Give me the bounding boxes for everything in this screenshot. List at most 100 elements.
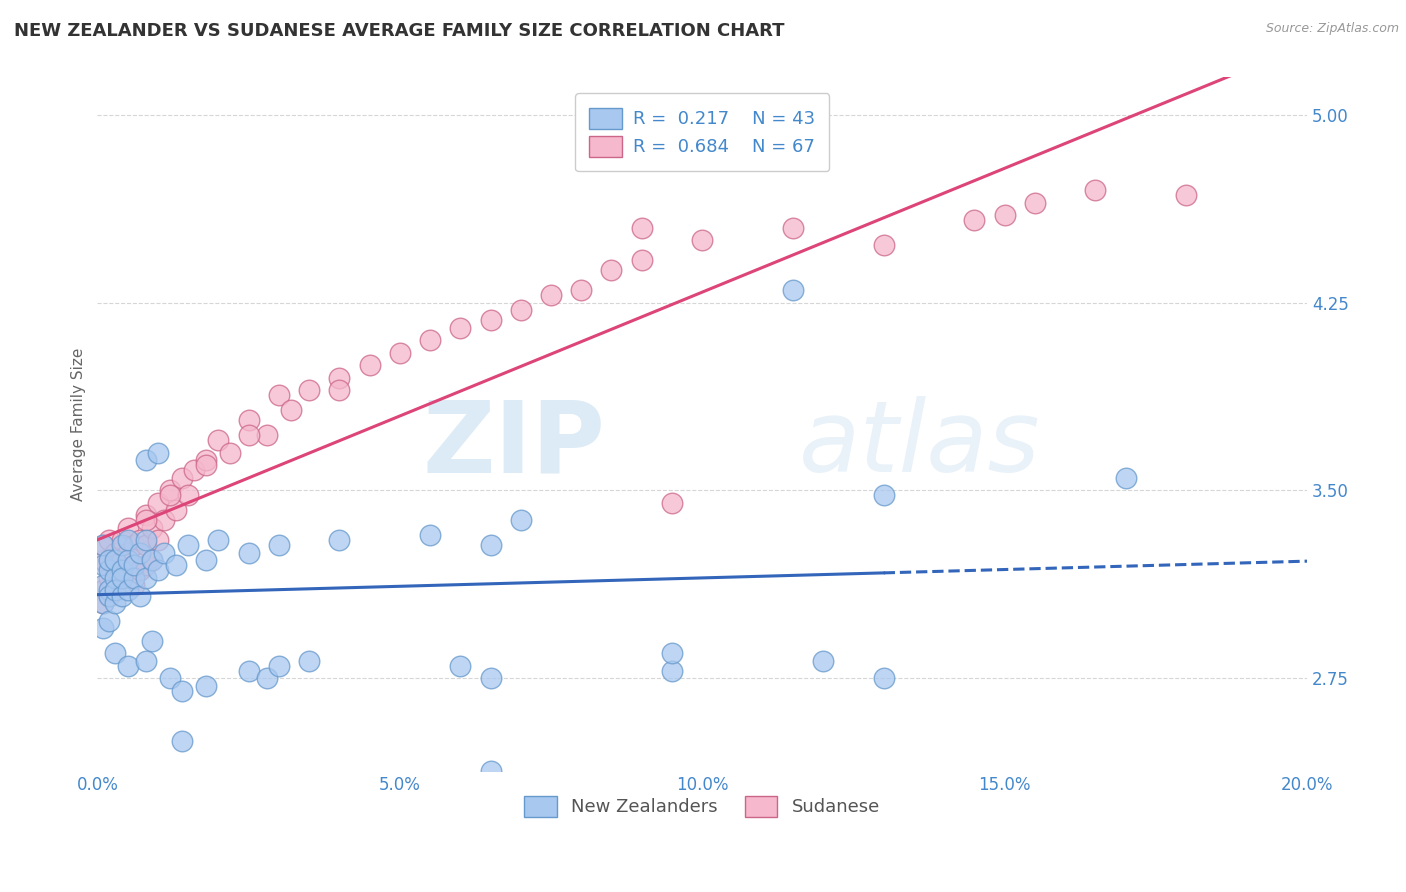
Point — [207, 533, 229, 548]
Point — [93, 621, 115, 635]
Point — [117, 658, 139, 673]
Point — [690, 233, 713, 247]
Point — [98, 553, 121, 567]
Point — [98, 564, 121, 578]
Point — [782, 283, 804, 297]
Point — [170, 733, 193, 747]
Point — [135, 571, 157, 585]
Point — [238, 413, 260, 427]
Point — [661, 496, 683, 510]
Text: Source: ZipAtlas.com: Source: ZipAtlas.com — [1265, 22, 1399, 36]
Point — [146, 446, 169, 460]
Point — [104, 583, 127, 598]
Text: NEW ZEALANDER VS SUDANESE AVERAGE FAMILY SIZE CORRELATION CHART: NEW ZEALANDER VS SUDANESE AVERAGE FAMILY… — [14, 22, 785, 40]
Point — [122, 558, 145, 573]
Point — [479, 671, 502, 685]
Point — [170, 471, 193, 485]
Point — [600, 263, 623, 277]
Point — [1175, 188, 1198, 202]
Point — [141, 633, 163, 648]
Point — [128, 589, 150, 603]
Point — [98, 553, 121, 567]
Point — [135, 453, 157, 467]
Point — [183, 463, 205, 477]
Point — [509, 303, 531, 318]
Point — [267, 538, 290, 552]
Point — [388, 345, 411, 359]
Point — [207, 434, 229, 448]
Point — [104, 546, 127, 560]
Point — [93, 596, 115, 610]
Point — [238, 546, 260, 560]
Text: atlas: atlas — [799, 396, 1040, 493]
Point — [280, 403, 302, 417]
Point — [479, 313, 502, 327]
Point — [661, 646, 683, 660]
Point — [419, 528, 441, 542]
Point — [449, 320, 471, 334]
Point — [1084, 183, 1107, 197]
Point — [135, 558, 157, 573]
Point — [110, 564, 132, 578]
Point — [98, 589, 121, 603]
Point — [117, 533, 139, 548]
Point — [165, 503, 187, 517]
Point — [256, 428, 278, 442]
Point — [93, 583, 115, 598]
Point — [540, 288, 562, 302]
Point — [104, 596, 127, 610]
Point — [177, 538, 200, 552]
Point — [117, 546, 139, 560]
Point — [104, 571, 127, 585]
Point — [93, 596, 115, 610]
Point — [267, 388, 290, 402]
Point — [128, 546, 150, 560]
Point — [117, 564, 139, 578]
Point — [256, 671, 278, 685]
Point — [479, 764, 502, 778]
Point — [782, 220, 804, 235]
Point — [873, 238, 896, 252]
Point — [267, 658, 290, 673]
Point — [93, 553, 115, 567]
Point — [994, 208, 1017, 222]
Point — [159, 671, 181, 685]
Point — [165, 558, 187, 573]
Point — [630, 253, 652, 268]
Point — [195, 553, 218, 567]
Point — [141, 521, 163, 535]
Point — [630, 220, 652, 235]
Point — [128, 564, 150, 578]
Point — [873, 488, 896, 502]
Point — [93, 538, 115, 552]
Point — [238, 428, 260, 442]
Point — [122, 558, 145, 573]
Point — [195, 679, 218, 693]
Point — [98, 571, 121, 585]
Point — [104, 564, 127, 578]
Point — [110, 533, 132, 548]
Point — [298, 384, 321, 398]
Point — [93, 538, 115, 552]
Point — [104, 558, 127, 573]
Point — [110, 538, 132, 552]
Point — [93, 558, 115, 573]
Point — [135, 538, 157, 552]
Point — [98, 583, 121, 598]
Point — [98, 589, 121, 603]
Point — [159, 488, 181, 502]
Point — [122, 538, 145, 552]
Point — [110, 571, 132, 585]
Point — [811, 654, 834, 668]
Point — [117, 583, 139, 598]
Point — [135, 533, 157, 548]
Point — [219, 446, 242, 460]
Legend: New Zealanders, Sudanese: New Zealanders, Sudanese — [517, 789, 887, 824]
Point — [328, 371, 350, 385]
Point — [135, 654, 157, 668]
Point — [873, 671, 896, 685]
Point — [328, 384, 350, 398]
Point — [159, 483, 181, 498]
Point — [98, 533, 121, 548]
Point — [110, 571, 132, 585]
